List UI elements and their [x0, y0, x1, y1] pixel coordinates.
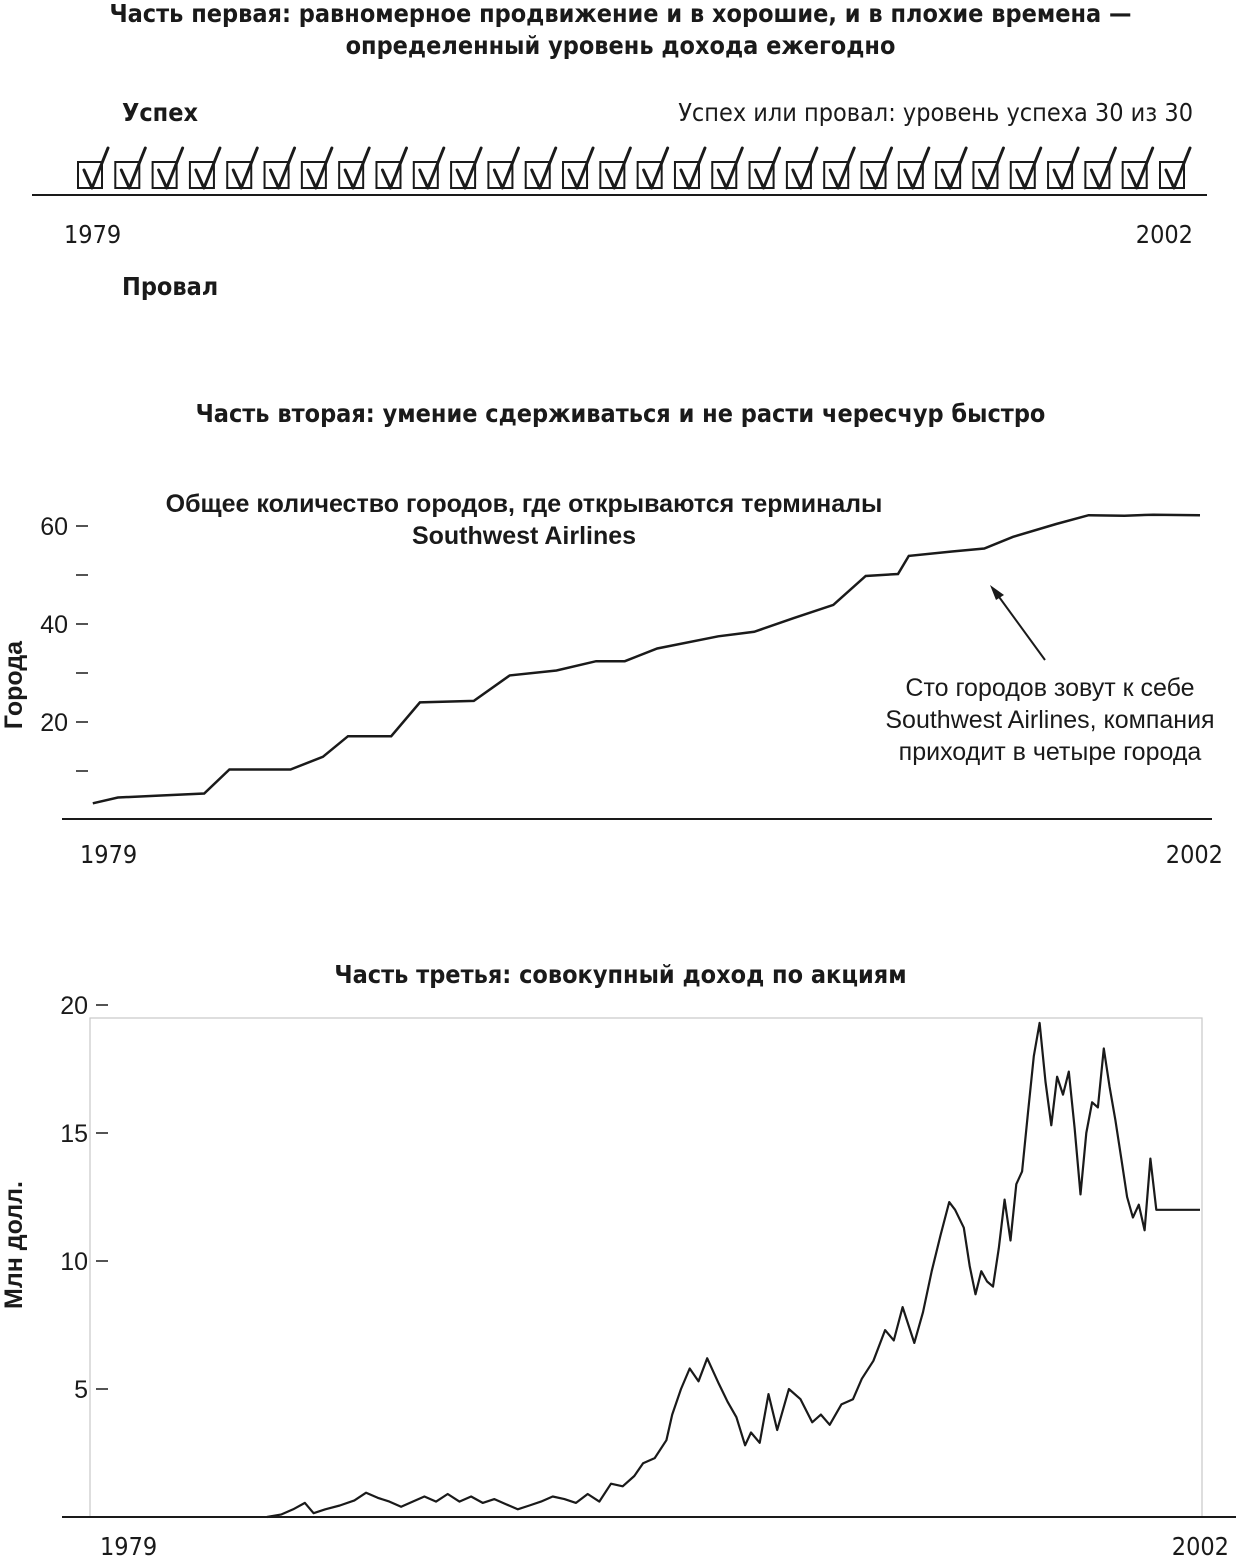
success-checkbox	[860, 146, 894, 190]
success-checkbox	[1121, 146, 1155, 190]
stock-series-line	[266, 1021, 1200, 1519]
check-mark-icon	[269, 146, 297, 190]
success-checkbox	[823, 146, 856, 190]
check-mark-icon	[157, 146, 185, 190]
success-checkbox	[412, 146, 446, 190]
cities-y-tick-label: 20	[40, 709, 68, 737]
stock-return-chart: 5 10 15 20 Млн долл.	[0, 992, 1236, 1519]
cities-chart-title-line1: Общее количество городов, где открываютс…	[166, 490, 883, 518]
part1-title-line1: Часть первая: равномерное продвижение и …	[109, 0, 1132, 28]
success-checkbox	[151, 146, 185, 190]
annotation-line-1: Сто городов зовут к себе	[905, 674, 1194, 702]
success-checkbox	[263, 146, 297, 190]
cities-line-chart: Общее количество городов, где открываютс…	[0, 490, 1215, 820]
part2-start-year: 1979	[80, 840, 138, 869]
check-mark-icon	[1089, 146, 1117, 190]
part2-end-year: 2002	[1165, 840, 1223, 869]
success-checkbox	[77, 146, 110, 190]
stock-y-axis-label: Млн долл.	[0, 1181, 28, 1309]
check-mark-icon	[866, 146, 894, 190]
part3-start-year: 1979	[100, 1532, 158, 1561]
part1-title-line2: определенный уровень дохода ежегодно	[345, 31, 896, 60]
part2-title: Часть вторая: умение сдерживаться и не р…	[195, 399, 1046, 428]
check-mark-icon	[231, 146, 259, 190]
success-checkbox	[1084, 146, 1117, 190]
success-score-text: Успех или провал: уровень успеха 30 из 3…	[678, 98, 1193, 127]
part3-end-year: 2002	[1171, 1532, 1229, 1561]
success-checkbox	[748, 146, 782, 190]
part1-start-year: 1979	[64, 220, 122, 249]
check-mark-icon	[1127, 146, 1155, 190]
check-mark-icon	[1052, 146, 1080, 190]
check-mark-icon	[828, 146, 856, 190]
check-mark-icon	[604, 146, 632, 190]
check-mark-icon	[1015, 146, 1043, 190]
annotation-line-3: приходит в четыре города	[899, 738, 1202, 766]
check-mark-icon	[492, 146, 520, 190]
cities-chart-title-line2: Southwest Airlines	[412, 522, 636, 550]
success-checkbox	[226, 146, 259, 190]
cities-y-tick-label: 60	[40, 513, 68, 541]
check-mark-icon	[418, 146, 446, 190]
failure-label: Провал	[122, 272, 219, 301]
check-mark-icon	[306, 146, 334, 190]
check-mark-icon	[343, 146, 371, 190]
check-mark-icon	[940, 146, 968, 190]
success-checkbox	[636, 146, 670, 190]
success-checkbox	[562, 146, 595, 190]
success-checkbox	[188, 146, 222, 190]
success-checkbox	[487, 146, 520, 190]
check-mark-icon	[791, 146, 819, 190]
success-label: Успех	[122, 98, 198, 127]
part1-end-year: 2002	[1135, 220, 1193, 249]
success-checkbox	[375, 146, 408, 190]
success-checkbox-row	[32, 146, 1207, 196]
success-checkbox	[114, 146, 147, 190]
check-mark-icon	[903, 146, 931, 190]
check-mark-icon	[530, 146, 558, 190]
check-mark-icon	[642, 146, 670, 190]
cities-series-line	[92, 513, 1201, 805]
check-mark-icon	[455, 146, 483, 190]
success-checkbox	[711, 146, 744, 190]
check-mark-icon	[82, 146, 110, 190]
success-checkbox	[524, 146, 558, 190]
annotation-arrow	[990, 585, 1046, 661]
check-mark-icon	[380, 146, 408, 190]
success-checkbox	[673, 146, 707, 190]
success-checkbox	[1009, 146, 1043, 190]
success-checkbox	[935, 146, 968, 190]
success-checkbox	[338, 146, 371, 190]
plot-frame	[89, 1017, 1203, 1518]
success-checkbox	[1047, 146, 1080, 190]
stock-y-tick-label: 5	[74, 1376, 88, 1404]
success-checkbox	[972, 146, 1005, 190]
check-mark-icon	[567, 146, 595, 190]
success-checkbox	[1159, 146, 1192, 190]
stock-y-tick-label: 10	[60, 1248, 88, 1276]
check-mark-icon	[716, 146, 744, 190]
stock-y-tick-label: 20	[60, 992, 88, 1020]
check-mark-icon	[679, 146, 707, 190]
success-checkbox	[897, 146, 931, 190]
part3-title: Часть третья: совокупный доход по акциям	[334, 960, 907, 989]
success-checkbox	[785, 146, 819, 190]
success-checkbox	[300, 146, 334, 190]
annotation-line-2: Southwest Airlines, компания	[885, 706, 1214, 734]
success-checkbox	[450, 146, 483, 190]
success-checkbox	[599, 146, 632, 190]
check-mark-icon	[1164, 146, 1192, 190]
stock-y-tick-label: 15	[60, 1120, 88, 1148]
check-mark-icon	[754, 146, 782, 190]
cities-y-axis-label: Города	[0, 640, 28, 729]
cities-y-tick-label: 40	[40, 611, 68, 639]
check-mark-icon	[194, 146, 222, 190]
check-mark-icon	[977, 146, 1005, 190]
check-mark-icon	[119, 146, 147, 190]
